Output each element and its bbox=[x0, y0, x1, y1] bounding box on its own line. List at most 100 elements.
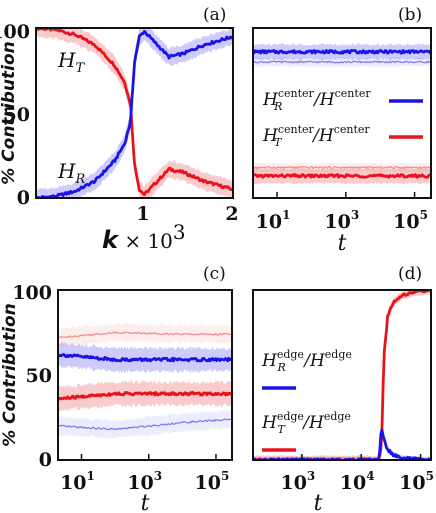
legend-num: H bbox=[261, 351, 278, 371]
panel-d-xticks: 103 104 105 bbox=[280, 454, 434, 494]
panel-d-xlabel: t bbox=[314, 491, 323, 513]
panel-c: (c) 100 50 0 101 103 105 t % Contribution bbox=[0, 264, 233, 513]
series-2-1-line bbox=[58, 353, 232, 363]
legend-label-1: Hcenter T/Hcenter bbox=[262, 123, 370, 149]
xtick-3-1: 104 bbox=[340, 469, 375, 494]
panel-c-ytick-50: 50 bbox=[26, 365, 52, 387]
panel-c-ylabel: % Contribution bbox=[0, 303, 20, 447]
panel-a-xtick-1: 1 bbox=[136, 203, 149, 225]
xtick-base: 10 bbox=[280, 472, 306, 494]
xtick-base: 10 bbox=[256, 211, 282, 233]
series-2-0-band bbox=[58, 322, 232, 347]
xtick-base: 10 bbox=[340, 472, 366, 494]
xtick-base: 10 bbox=[195, 472, 221, 494]
xtick-base: 10 bbox=[393, 211, 419, 233]
xtick-3-0: 103 bbox=[280, 469, 315, 494]
panel-b-xticks: 101 103 105 bbox=[256, 192, 428, 233]
legend-num: H bbox=[262, 90, 279, 110]
panel-b-series bbox=[253, 43, 431, 185]
panel-a-ylabel: % Contribution bbox=[0, 41, 19, 185]
xtick-1-0: 101 bbox=[256, 208, 291, 233]
panel-c-ytick-0: 0 bbox=[39, 449, 52, 471]
legend-den-sup: edge bbox=[324, 410, 351, 423]
xtick-exp: 3 bbox=[307, 469, 315, 483]
panel-b-label: (b) bbox=[398, 5, 422, 25]
legend-num-sup: center bbox=[278, 87, 315, 100]
series-0-1-line bbox=[36, 30, 233, 198]
panel-d-frame bbox=[252, 289, 432, 461]
panel-d-label: (d) bbox=[398, 264, 422, 284]
panel-a-series bbox=[36, 28, 233, 198]
annotation-hr: HR bbox=[57, 159, 85, 187]
legend-den-sup: edge bbox=[325, 348, 352, 361]
legend-den-sup: center bbox=[335, 87, 372, 100]
series-2-2-line bbox=[58, 391, 232, 401]
panel-a-ytick-100: 100 bbox=[0, 21, 30, 43]
legend-slash: /H bbox=[311, 126, 335, 146]
series-3-0-band bbox=[253, 290, 431, 460]
xtick-exp: 1 bbox=[282, 208, 290, 222]
panel-d-series bbox=[253, 290, 431, 460]
legend-slash: /H bbox=[301, 413, 325, 433]
legend-num-sub: T bbox=[274, 136, 283, 149]
xtick-2-0: 101 bbox=[60, 469, 95, 494]
panel-c-label: (c) bbox=[203, 264, 226, 284]
xtick-exp: 3 bbox=[351, 208, 359, 222]
panel-c-ytick-100: 100 bbox=[12, 282, 52, 304]
xtick-3-2: 105 bbox=[399, 469, 434, 494]
xtick-exp: 5 bbox=[221, 469, 229, 483]
xtick-base: 10 bbox=[60, 472, 86, 494]
panel-c-xticks: 101 103 105 bbox=[60, 454, 229, 494]
legend-num-sub: R bbox=[277, 361, 286, 374]
legend-num-sub: R bbox=[273, 100, 282, 113]
series-1-2-line bbox=[253, 166, 431, 169]
xtick-base: 10 bbox=[399, 472, 425, 494]
xtick-exp: 3 bbox=[154, 469, 162, 483]
legend-num: H bbox=[261, 413, 278, 433]
panel-b-frame bbox=[252, 27, 432, 199]
series-1-0-line bbox=[253, 49, 431, 55]
legend-num-sup: center bbox=[278, 123, 315, 136]
xtick-exp: 5 bbox=[420, 208, 428, 222]
series-2-0-line bbox=[58, 331, 232, 339]
series-2-2-band bbox=[58, 380, 232, 412]
legend-slash: /H bbox=[302, 351, 326, 371]
legend-label-0: Hcenter R/Hcenter bbox=[262, 87, 371, 113]
legend-den-sup: center bbox=[334, 123, 371, 136]
legend-num-sub: T bbox=[278, 423, 287, 436]
xtick-exp: 5 bbox=[426, 469, 434, 483]
series-2-3-band bbox=[58, 409, 232, 440]
series-2-1-band bbox=[58, 341, 232, 374]
panel-a-ytick-50: 50 bbox=[4, 104, 30, 126]
xtick-2-2: 105 bbox=[195, 469, 230, 494]
panel-a-xlabel: k × 103 bbox=[102, 220, 186, 254]
series-0-0-line bbox=[36, 28, 233, 197]
xtick-base: 10 bbox=[324, 211, 350, 233]
xtick-1-1: 103 bbox=[324, 208, 359, 233]
xtick-2-1: 103 bbox=[127, 469, 162, 494]
panel-c-series bbox=[58, 322, 232, 440]
legend-num: H bbox=[262, 126, 279, 146]
panel-a-ytick-0: 0 bbox=[17, 187, 30, 209]
annotation-ht: HT bbox=[57, 48, 85, 76]
legend-label-0: Hedge R/Hedge bbox=[261, 348, 352, 374]
series-1-1-line bbox=[253, 60, 431, 64]
panel-c-frame bbox=[57, 289, 233, 461]
panel-a-frame bbox=[35, 27, 234, 199]
xtick-exp: 4 bbox=[366, 469, 374, 483]
xtick-base: 10 bbox=[127, 472, 153, 494]
legend-num-sup: edge bbox=[277, 410, 304, 423]
panel-a-xtick-2: 2 bbox=[225, 203, 238, 225]
series-2-3-line bbox=[58, 417, 232, 431]
panel-c-xlabel: t bbox=[141, 491, 150, 513]
panel-a: (a) HT HR 100 50 0 1 2 k × 103 % Contrib… bbox=[0, 5, 239, 254]
xtick-exp: 1 bbox=[87, 469, 95, 483]
legend-slash: /H bbox=[312, 90, 336, 110]
panel-b-xlabel: t bbox=[338, 231, 347, 256]
series-1-3-line bbox=[253, 173, 431, 179]
